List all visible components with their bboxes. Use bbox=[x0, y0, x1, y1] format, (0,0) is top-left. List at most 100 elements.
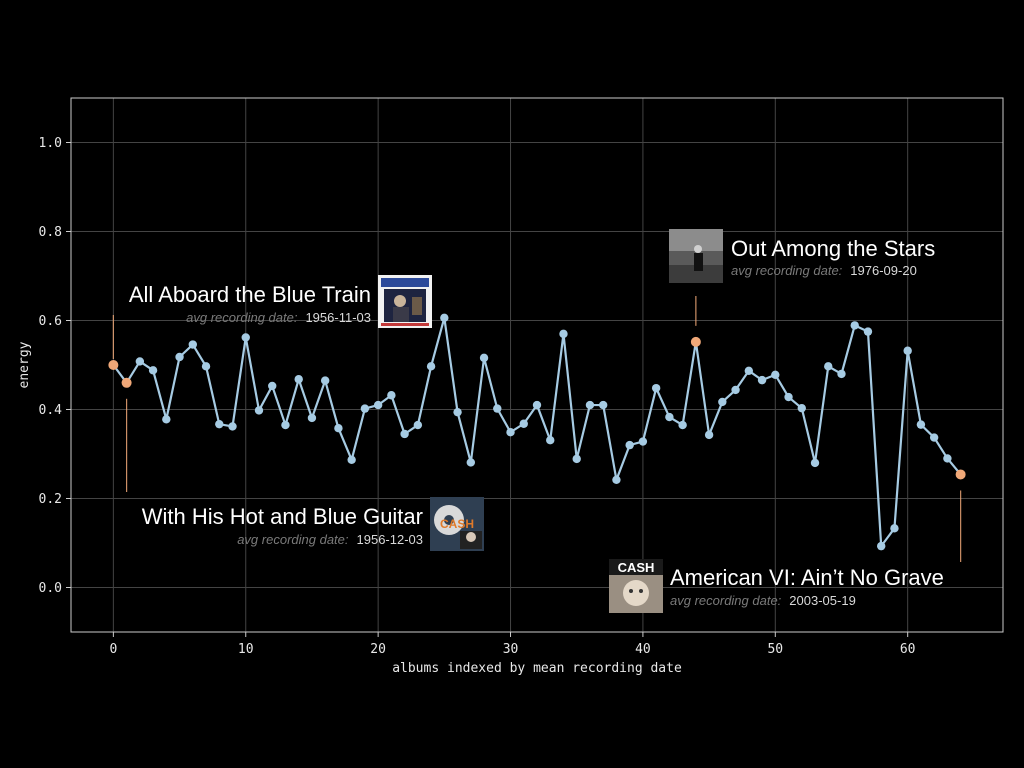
data-point bbox=[929, 433, 939, 442]
data-point bbox=[440, 313, 449, 323]
data-point bbox=[373, 400, 383, 410]
data-point bbox=[638, 437, 648, 446]
data-point bbox=[598, 400, 608, 410]
data-point bbox=[241, 333, 250, 342]
data-point bbox=[572, 454, 581, 464]
cover-cash-wordmark: CASH bbox=[440, 517, 474, 531]
annotation-date: 1956-12-03 bbox=[357, 532, 424, 547]
data-point bbox=[135, 357, 145, 366]
y-axis-ticks: 0.0 0.2 0.4 0.6 0.8 1.0 bbox=[39, 136, 71, 596]
data-point bbox=[863, 327, 873, 336]
annotation-title: All Aboard the Blue Train bbox=[129, 282, 371, 307]
data-point bbox=[757, 375, 767, 385]
data-point bbox=[201, 362, 211, 371]
data-point bbox=[731, 385, 740, 395]
highlighted-data-point bbox=[690, 336, 701, 347]
data-point bbox=[347, 455, 356, 464]
annotation-blue-train: All Aboard the Blue Train avg recording … bbox=[129, 275, 432, 328]
x-tick-label: 30 bbox=[503, 642, 519, 657]
highlighted-data-point bbox=[955, 469, 966, 480]
blue-train-cover bbox=[378, 275, 432, 328]
data-point bbox=[546, 436, 555, 445]
y-tick-label: 1.0 bbox=[39, 136, 62, 151]
data-point bbox=[307, 413, 317, 423]
data-point bbox=[426, 362, 436, 371]
data-point bbox=[704, 430, 714, 440]
annotation-title: American VI: Ain’t No Grave bbox=[670, 565, 944, 590]
y-tick-label: 0.4 bbox=[39, 403, 63, 418]
annotation-out-among-stars: Out Among the Stars avg recording date: … bbox=[669, 229, 935, 283]
annotation-hot-blue-guitar: With His Hot and Blue Guitar avg recordi… bbox=[142, 497, 484, 551]
data-point bbox=[797, 403, 806, 413]
data-point bbox=[519, 419, 528, 428]
hot-blue-guitar-cover: CASH bbox=[430, 497, 484, 551]
data-point bbox=[810, 458, 820, 468]
y-tick-label: 0.2 bbox=[39, 492, 62, 507]
y-tick-label: 0.0 bbox=[39, 581, 62, 596]
data-point bbox=[466, 458, 476, 467]
data-point bbox=[413, 420, 423, 430]
data-point bbox=[665, 412, 674, 422]
annotation-title: With His Hot and Blue Guitar bbox=[142, 504, 423, 529]
x-tick-label: 50 bbox=[767, 642, 783, 657]
data-point bbox=[744, 366, 754, 375]
data-point bbox=[228, 422, 237, 431]
data-point bbox=[493, 404, 502, 413]
x-axis-title: albums indexed by mean recording date bbox=[392, 661, 682, 676]
data-point bbox=[837, 369, 846, 379]
data-point bbox=[625, 440, 634, 450]
x-tick-label: 10 bbox=[238, 642, 254, 657]
data-point bbox=[360, 404, 370, 413]
data-point bbox=[890, 524, 899, 533]
annotation-subtitle-prefix: avg recording date: bbox=[670, 593, 782, 608]
out-among-stars-cover bbox=[669, 229, 723, 283]
data-point bbox=[850, 321, 859, 330]
data-point bbox=[612, 475, 621, 485]
annotation-subtitle: avg recording date: 1956-11-03 bbox=[186, 309, 371, 326]
data-point bbox=[188, 340, 197, 349]
data-point bbox=[148, 366, 158, 375]
data-point bbox=[718, 397, 727, 407]
data-point bbox=[281, 420, 290, 430]
data-point bbox=[268, 381, 277, 391]
data-point bbox=[559, 329, 568, 339]
data-point bbox=[479, 353, 489, 363]
data-point bbox=[943, 454, 952, 463]
x-tick-label: 20 bbox=[370, 642, 386, 657]
data-point bbox=[916, 420, 926, 429]
data-point bbox=[651, 383, 661, 393]
y-tick-label: 0.8 bbox=[39, 225, 62, 240]
data-point bbox=[585, 400, 595, 410]
data-point bbox=[294, 375, 303, 384]
data-point bbox=[215, 419, 224, 429]
x-tick-label: 40 bbox=[635, 642, 651, 657]
annotation-american-vi: CASH American VI: Ain’t No Grave avg rec… bbox=[609, 559, 944, 613]
data-point bbox=[877, 541, 886, 551]
annotation-date: 2003-05-19 bbox=[789, 593, 856, 608]
highlighted-data-point bbox=[121, 377, 132, 388]
highlighted-data-point bbox=[108, 360, 119, 370]
data-point bbox=[453, 407, 462, 417]
annotation-subtitle-prefix: avg recording date: bbox=[186, 310, 298, 325]
cover-cash-wordmark: CASH bbox=[618, 560, 655, 575]
american-vi-cover: CASH bbox=[609, 559, 663, 613]
data-point bbox=[334, 423, 343, 433]
x-tick-label: 60 bbox=[900, 642, 916, 657]
annotation-date: 1956-11-03 bbox=[305, 310, 371, 325]
annotation-subtitle: avg recording date: 2003-05-19 bbox=[670, 592, 856, 609]
data-point bbox=[784, 392, 793, 402]
data-point bbox=[678, 420, 687, 430]
data-point bbox=[824, 362, 833, 371]
annotation-subtitle-prefix: avg recording date: bbox=[731, 263, 843, 278]
data-point bbox=[254, 406, 264, 415]
y-axis-title: energy bbox=[17, 341, 32, 388]
data-point bbox=[400, 429, 409, 439]
annotation-title: Out Among the Stars bbox=[731, 236, 935, 261]
annotation-subtitle: avg recording date: 1976-09-20 bbox=[731, 262, 917, 279]
plot-frame bbox=[70, 97, 1004, 633]
data-point bbox=[771, 370, 780, 379]
grid bbox=[71, 98, 1003, 632]
annotation-subtitle-prefix: avg recording date: bbox=[237, 532, 349, 547]
data-points bbox=[108, 313, 966, 551]
